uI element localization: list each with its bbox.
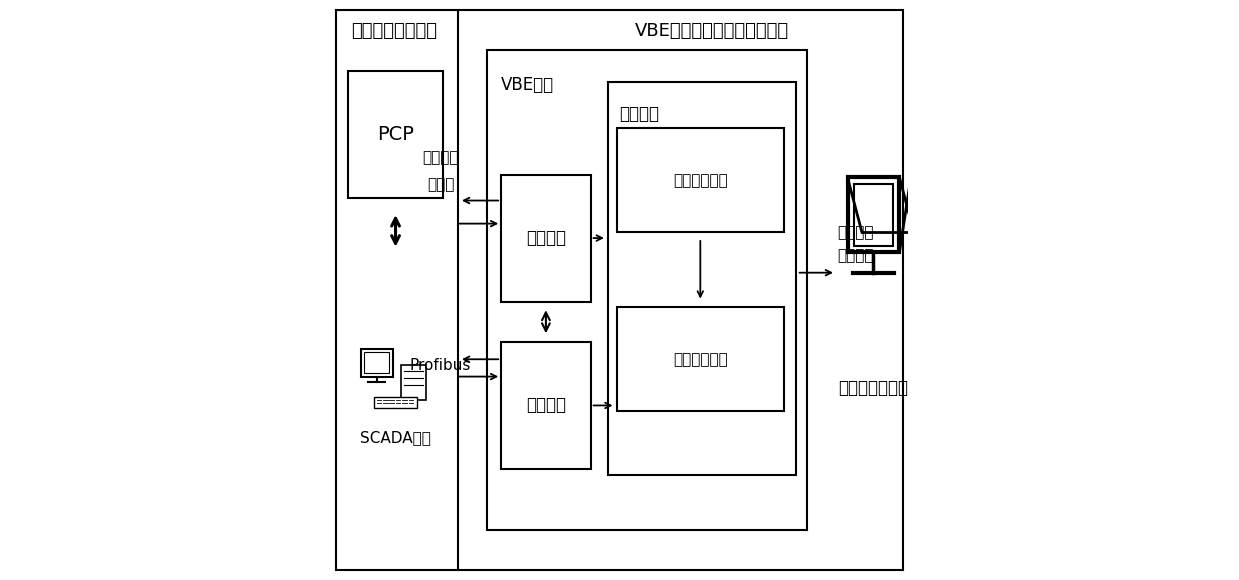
Bar — [364, 352, 389, 373]
Text: 直流控制保护系统: 直流控制保护系统 — [352, 23, 437, 41]
Bar — [361, 349, 393, 376]
Text: SCADA系统: SCADA系统 — [361, 430, 431, 445]
Bar — [374, 397, 418, 408]
Text: 光信号: 光信号 — [427, 177, 455, 193]
Text: 触发机筱: 触发机筱 — [525, 229, 566, 247]
Bar — [617, 307, 784, 411]
Bar — [855, 184, 892, 245]
Text: 多路控制: 多路控制 — [422, 150, 458, 165]
Bar — [501, 175, 591, 302]
Bar — [617, 128, 784, 232]
Text: VBE系统状态可视化监测系统: VBE系统状态可视化监测系统 — [634, 23, 789, 41]
Text: Profibus: Profibus — [410, 357, 471, 372]
Bar — [608, 82, 795, 474]
Text: 传输通道: 传输通道 — [838, 248, 875, 263]
Bar — [501, 342, 591, 469]
Bar — [401, 365, 425, 400]
Bar — [348, 71, 444, 198]
Text: 状态数据: 状态数据 — [838, 225, 875, 240]
Text: PCP: PCP — [378, 125, 414, 144]
Text: 录波机筱: 录波机筱 — [620, 105, 659, 123]
Bar — [487, 50, 807, 530]
Text: 通信机筱: 通信机筱 — [525, 397, 566, 415]
Bar — [847, 177, 900, 252]
Text: VBE系统: VBE系统 — [501, 76, 554, 94]
Text: 数据处理单元: 数据处理单元 — [673, 351, 727, 367]
Text: 上位机监测系统: 上位机监测系统 — [839, 379, 908, 397]
Text: 状态采集单元: 状态采集单元 — [673, 173, 727, 188]
